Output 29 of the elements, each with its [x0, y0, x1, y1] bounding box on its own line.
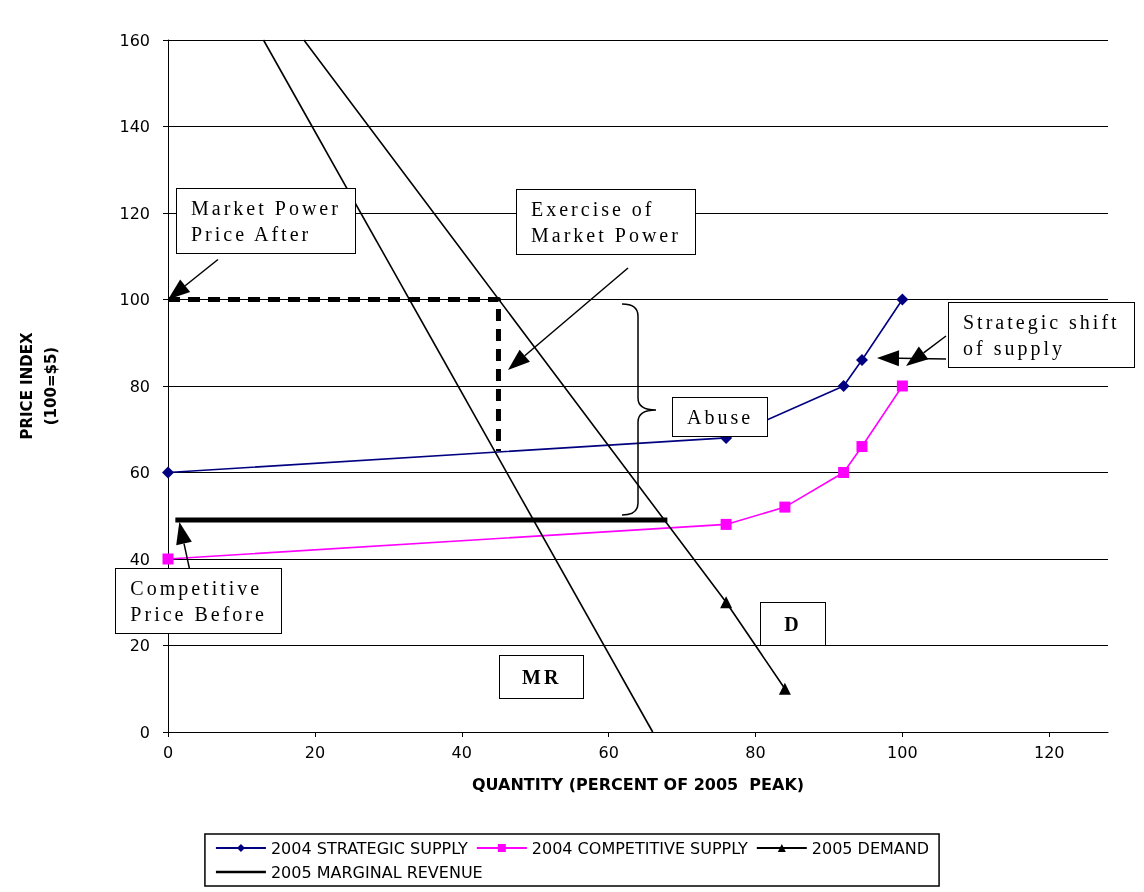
- x-tick-label: 0: [162, 742, 174, 762]
- annotation: Abuse: [672, 397, 769, 437]
- y-tick-label: 60: [129, 463, 150, 482]
- x-tick-label: 100: [887, 742, 918, 762]
- x-axis-title: QUANTITY (PERCENT OF 2005 PEAK): [471, 774, 805, 794]
- y-tick-label: 0: [139, 722, 150, 742]
- y-tick-label: 100: [119, 290, 150, 309]
- x-tick-label: 40: [451, 742, 472, 762]
- y-tick-label: 40: [129, 549, 150, 569]
- y-tick-label: 140: [119, 117, 150, 136]
- legend-label: 2005 DEMAND: [811, 838, 930, 858]
- legend-label: 2004 STRATEGIC SUPPLY: [270, 838, 469, 858]
- legend-label: 2005 MARGINAL REVENUE: [270, 862, 483, 882]
- x-tick-label: 120: [1033, 742, 1065, 762]
- y-tick-label: 80: [129, 376, 150, 396]
- x-tick-label: 20: [304, 742, 326, 762]
- y-tick-label: 20: [129, 636, 150, 655]
- annotation: D: [760, 602, 826, 646]
- x-tick-label: 60: [598, 742, 619, 762]
- legend-label: 2004 COMPETITIVE SUPPLY: [531, 838, 749, 858]
- y-axis-title: PRICE INDEX (100=$5): [18, 332, 60, 440]
- annotation: Exercise of Market Power: [516, 189, 696, 255]
- annotation: Strategic shift of supply: [948, 302, 1135, 368]
- y-tick-label: 160: [119, 30, 150, 50]
- annotation: Market Power Price After: [176, 187, 356, 254]
- annotation: MR: [499, 655, 585, 699]
- x-tick-label: 80: [745, 742, 766, 762]
- y-tick-label: 120: [119, 203, 150, 223]
- annotation: Competitive Price Before: [115, 568, 282, 635]
